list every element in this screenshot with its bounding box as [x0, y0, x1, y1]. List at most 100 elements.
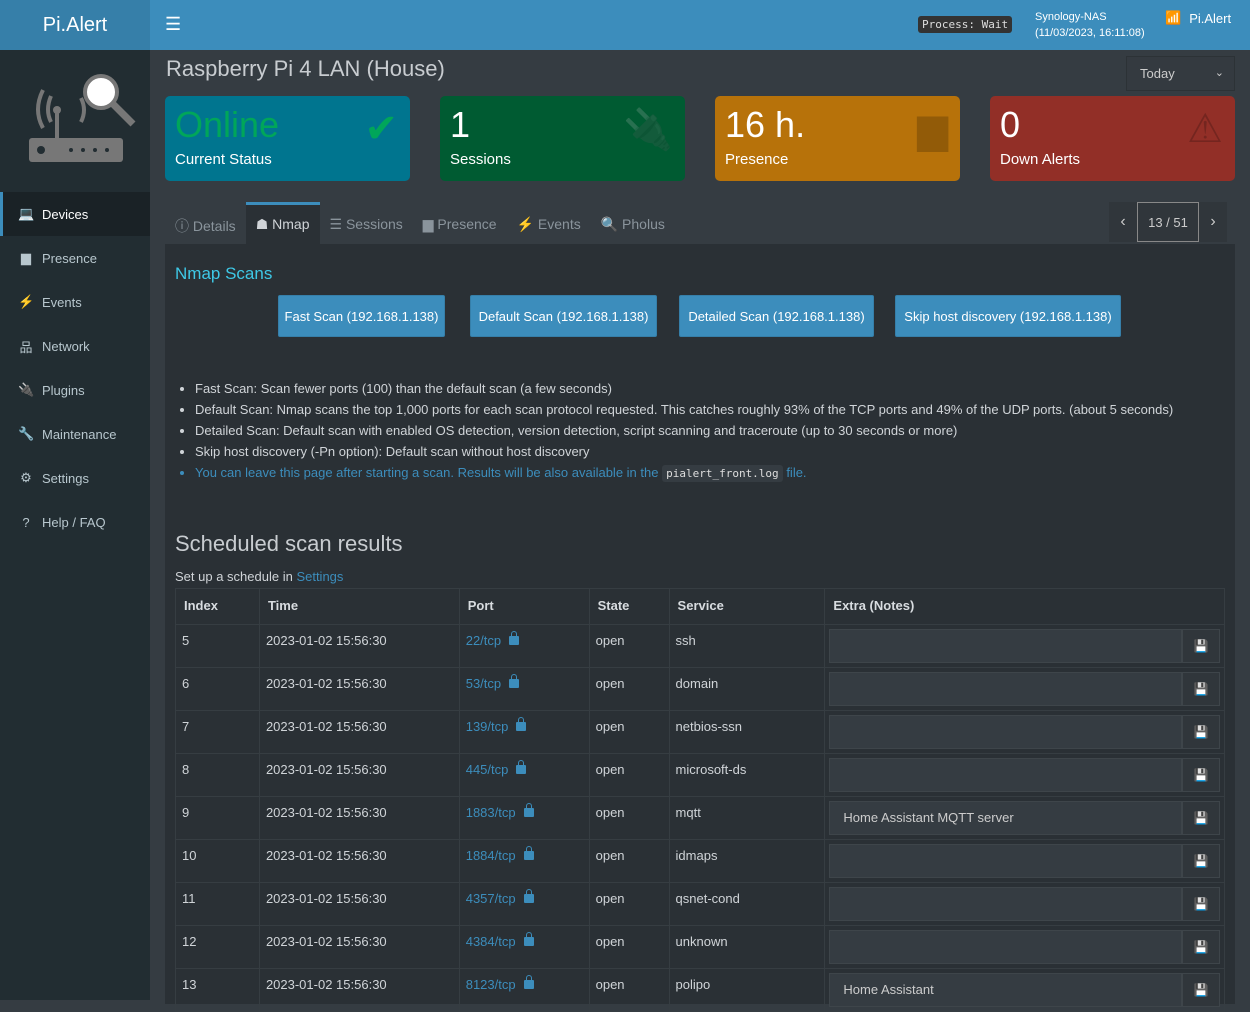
save-icon[interactable]: 💾: [1182, 672, 1220, 706]
skip-host-discovery-button[interactable]: Skip host discovery (192.168.1.138): [895, 295, 1121, 337]
save-icon[interactable]: 💾: [1182, 887, 1220, 921]
index-cell: 5: [175, 624, 260, 668]
tab-events[interactable]: ⚡ Events: [507, 202, 591, 244]
notes-input-group: 💾: [829, 758, 1220, 792]
column-header[interactable]: Time: [258, 588, 460, 625]
notes-input[interactable]: [829, 844, 1182, 878]
status-card-sessions[interactable]: 1 Sessions 🔌: [440, 96, 685, 181]
save-icon[interactable]: 💾: [1182, 930, 1220, 964]
notes-input-group: 💾: [829, 672, 1220, 706]
device-tabs: ⓘ Details ☗ Nmap ☰ Sessions ▆ Presence ⚡ Eve…: [165, 202, 675, 244]
save-icon[interactable]: 💾: [1182, 844, 1220, 878]
sidebar-item-plugins[interactable]: 🔌 Plugins: [0, 368, 150, 412]
save-icon[interactable]: 💾: [1182, 801, 1220, 835]
lock-icon: [509, 631, 520, 645]
tab-label: Presence: [437, 216, 497, 232]
sidebar-item-devices[interactable]: 💻 Devices: [0, 192, 150, 236]
port-link[interactable]: 53/tcp: [465, 676, 502, 691]
port-link[interactable]: 445/tcp: [465, 762, 509, 777]
column-header[interactable]: Index: [175, 588, 260, 625]
save-icon[interactable]: 💾: [1182, 629, 1220, 663]
table-row: 11 2023-01-02 15:56:30 4357/tcp open qsnet-c…: [175, 882, 1225, 926]
port-link[interactable]: 1883/tcp: [465, 805, 516, 820]
port-link[interactable]: 1884/tcp: [465, 848, 516, 863]
notes-input[interactable]: [829, 930, 1182, 964]
device-pager: ‹ 13 / 51 ›: [1109, 202, 1227, 242]
port-link[interactable]: 8123/tcp: [465, 977, 516, 992]
note-item: Detailed Scan: Default scan with enabled…: [195, 420, 1173, 441]
notes-input[interactable]: [829, 715, 1182, 749]
column-header[interactable]: State: [588, 588, 670, 625]
device-position: 13 / 51: [1137, 202, 1199, 242]
card-label: Sessions: [450, 151, 511, 168]
nmap-heading: Nmap Scans: [175, 264, 273, 283]
user-menu[interactable]: 📶 Pi.Alert: [1165, 10, 1231, 26]
index-cell: 11: [175, 882, 260, 926]
index-cell: 13: [175, 968, 260, 1012]
notes-input[interactable]: [829, 629, 1182, 663]
port-link[interactable]: 22/tcp: [465, 633, 502, 648]
sidebar-item-maintenance[interactable]: 🔧 Maintenance: [0, 412, 150, 456]
notes-input-group: Home Assistant 💾: [829, 973, 1220, 1007]
column-header[interactable]: Extra (Notes): [824, 588, 1225, 625]
tab-presence[interactable]: ▆ Presence: [413, 202, 507, 244]
lock-icon: [523, 975, 534, 989]
notes-input[interactable]: Home Assistant MQTT server: [829, 801, 1182, 835]
tab-pholus[interactable]: 🔍 Pholus: [591, 202, 675, 244]
notes-input[interactable]: [829, 758, 1182, 792]
save-icon[interactable]: 💾: [1182, 973, 1220, 1007]
save-icon[interactable]: 💾: [1182, 758, 1220, 792]
lock-icon: [509, 674, 520, 688]
tab-nmap[interactable]: ☗ Nmap: [245, 202, 320, 244]
sidebar-item-settings[interactable]: ⚙ Settings: [0, 456, 150, 500]
note-item: Skip host discovery (-Pn option): Defaul…: [195, 441, 1173, 462]
status-card-down-alerts[interactable]: 0 Down Alerts ⚠: [990, 96, 1235, 181]
tab-details[interactable]: ⓘ Details: [165, 202, 246, 244]
schedule-setup-text: Set up a schedule in Settings: [175, 569, 343, 584]
details-icon: ⓘ: [175, 218, 193, 234]
fast-scan-button[interactable]: Fast Scan (192.168.1.138): [278, 295, 445, 337]
column-header[interactable]: Port: [458, 588, 590, 625]
plug-icon: 🔌: [623, 108, 673, 152]
port-link[interactable]: 139/tcp: [465, 719, 509, 734]
time-cell: 2023-01-02 15:56:30: [258, 710, 460, 754]
sidebar-item-presence[interactable]: ▆ Presence: [0, 236, 150, 280]
page-title: Raspberry Pi 4 LAN (House): [166, 56, 445, 81]
notes-input[interactable]: [829, 887, 1182, 921]
period-select[interactable]: Today ⌄: [1126, 56, 1235, 91]
sitemap-icon: 品: [19, 339, 33, 355]
card-label: Down Alerts: [1000, 151, 1081, 168]
tab-sessions[interactable]: ☰ Sessions: [320, 202, 413, 244]
port-link[interactable]: 4384/tcp: [465, 934, 516, 949]
save-icon[interactable]: 💾: [1182, 715, 1220, 749]
port-cell: 8123/tcp: [458, 968, 590, 1012]
port-link[interactable]: 4357/tcp: [465, 891, 516, 906]
sidebar-item-events[interactable]: ⚡ Events: [0, 280, 150, 324]
tab-label: Pholus: [622, 216, 665, 232]
time-cell: 2023-01-02 15:56:30: [258, 667, 460, 711]
info-text-end: file.: [786, 465, 807, 480]
table-row: 13 2023-01-02 15:56:30 8123/tcp open polipo H…: [175, 968, 1225, 1012]
sidebar-item-network[interactable]: 品 Network: [0, 324, 150, 368]
status-card-current-status[interactable]: Online Current Status ✔: [165, 96, 410, 181]
log-filename: pialert_front.log: [662, 465, 783, 482]
next-device-button[interactable]: ›: [1199, 202, 1227, 242]
detailed-scan-button[interactable]: Detailed Scan (192.168.1.138): [679, 295, 874, 337]
settings-link[interactable]: Settings: [296, 569, 344, 584]
default-scan-button[interactable]: Default Scan (192.168.1.138): [470, 295, 657, 337]
notes-input-group: 💾: [829, 715, 1220, 749]
port-cell: 53/tcp: [458, 667, 590, 711]
notes-input[interactable]: [829, 672, 1182, 706]
notes-input-group: Home Assistant MQTT server 💾: [829, 801, 1220, 835]
status-card-presence[interactable]: 16 h. Presence ▆: [715, 96, 960, 181]
time-cell: 2023-01-02 15:56:30: [258, 882, 460, 926]
notes-cell: Home Assistant 💾: [824, 968, 1225, 1012]
column-header[interactable]: Service: [668, 588, 826, 625]
port-cell: 4357/tcp: [458, 882, 590, 926]
prev-device-button[interactable]: ‹: [1109, 202, 1137, 242]
note-item-info: You can leave this page after starting a…: [195, 462, 1173, 484]
brand-logo[interactable]: Pi.Alert: [0, 0, 150, 50]
menu-toggle-icon[interactable]: ☰: [165, 14, 182, 34]
notes-input[interactable]: Home Assistant: [829, 973, 1182, 1007]
sidebar-item-help-faq[interactable]: ? Help / FAQ: [0, 500, 150, 544]
